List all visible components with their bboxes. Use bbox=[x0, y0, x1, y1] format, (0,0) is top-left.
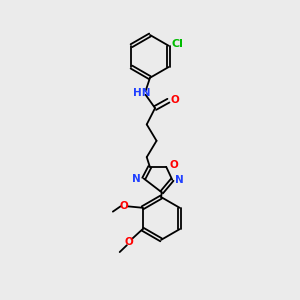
Text: O: O bbox=[120, 201, 128, 211]
Text: N: N bbox=[132, 173, 141, 184]
Text: O: O bbox=[171, 95, 180, 105]
Text: HN: HN bbox=[133, 88, 150, 98]
Text: O: O bbox=[125, 237, 134, 247]
Text: N: N bbox=[175, 175, 184, 185]
Text: O: O bbox=[169, 160, 178, 170]
Text: Cl: Cl bbox=[172, 39, 183, 49]
